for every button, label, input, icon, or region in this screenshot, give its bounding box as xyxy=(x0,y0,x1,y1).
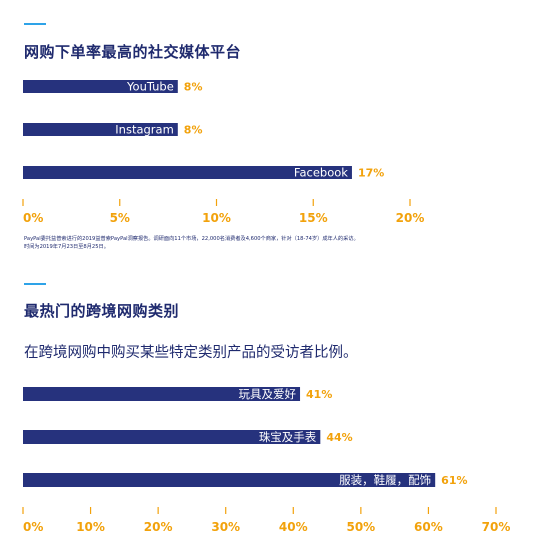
chart-1-social-platforms: YouTube 8% Instagram 8% Facebook 17% 0% 5% 10% 15… xyxy=(22,80,425,225)
data-label-1: 44% xyxy=(326,431,352,444)
data-label-0: 41% xyxy=(306,388,332,401)
accent-line-1 xyxy=(24,23,46,25)
chart-2-subtitle: 在跨境网购中购买某些特定类别产品的受访者比例。 xyxy=(24,345,358,361)
accent-line-2 xyxy=(24,283,46,285)
bar-1 xyxy=(23,430,321,444)
tick-label-1: 10% xyxy=(76,520,105,534)
tick-label-2: 10% xyxy=(202,211,231,225)
tick-label-2: 20% xyxy=(144,520,173,534)
footnote-line-1: PayPal委托益普索进行的2019益普索PayPal洞察报告。调研面向11个市… xyxy=(24,236,359,242)
tick-label-3: 15% xyxy=(299,211,328,225)
tick-label-5: 50% xyxy=(346,520,375,534)
data-label-2: 17% xyxy=(358,167,384,180)
bar-1 xyxy=(23,123,178,136)
data-label-0: 8% xyxy=(184,81,203,94)
data-label-1: 8% xyxy=(184,124,203,137)
tick-label-3: 30% xyxy=(211,520,240,534)
bar-0 xyxy=(23,387,301,401)
tick-label-4: 20% xyxy=(396,211,425,225)
tick-label-7: 70% xyxy=(482,520,511,534)
tick-label-1: 5% xyxy=(110,211,130,225)
bar-label-1: 珠宝及手表 xyxy=(259,430,317,444)
bar-label-0: 玩具及爱好 xyxy=(239,387,297,401)
chart-2-cross-border-categories: 玩具及爱好 41% 珠宝及手表 44% 服装，鞋履，配饰 61% 0% 10% 20% 30% 40… xyxy=(22,387,511,534)
chart-2-title: 最热门的跨境网购类别 xyxy=(24,302,180,320)
bar-label-2: Facebook xyxy=(294,166,348,180)
bar-2 xyxy=(23,166,352,179)
tick-label-6: 60% xyxy=(414,520,443,534)
bar-0 xyxy=(23,80,178,93)
bar-label-2: 服装，鞋履，配饰 xyxy=(339,473,431,487)
bar-label-0: YouTube xyxy=(126,80,174,94)
bar-label-1: Instagram xyxy=(115,123,174,137)
tick-label-0: 0% xyxy=(23,211,43,225)
tick-label-0: 0% xyxy=(23,520,43,534)
chart-1-title: 网购下单率最高的社交媒体平台 xyxy=(24,43,242,61)
tick-label-4: 40% xyxy=(279,520,308,534)
footnote-line-2: 时间为2019年7月23日至8月25日。 xyxy=(24,244,109,250)
bar-2 xyxy=(23,473,436,487)
data-label-2: 61% xyxy=(441,474,467,487)
